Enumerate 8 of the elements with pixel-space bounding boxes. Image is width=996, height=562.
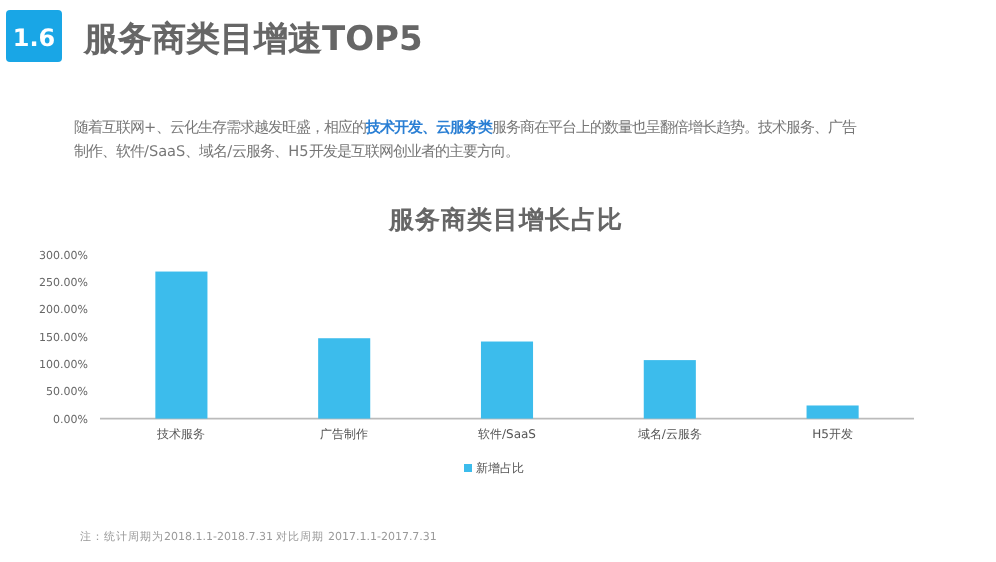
chart-title: 服务商类目增长占比 <box>387 204 623 234</box>
bar <box>643 360 696 419</box>
text: 1.6 <box>12 24 56 52</box>
bar <box>806 405 859 419</box>
bar <box>318 338 371 419</box>
bar <box>480 341 534 419</box>
text: 服务商类目增速TOP5 <box>82 20 423 60</box>
bar <box>155 271 208 419</box>
